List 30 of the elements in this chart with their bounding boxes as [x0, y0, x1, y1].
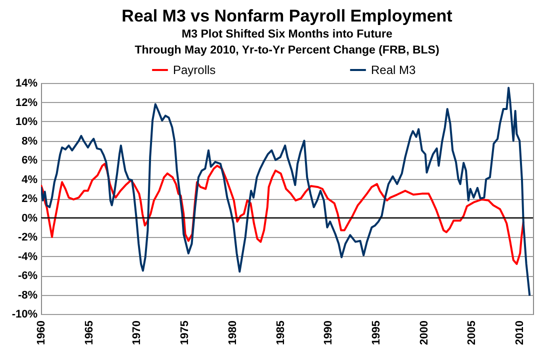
x-tick-label: 1980 — [226, 320, 239, 345]
y-tick-label: 8% — [22, 135, 38, 148]
chart-title: Real M3 vs Nonfarm Payroll Employment — [122, 6, 453, 26]
x-tick-label: 1995 — [370, 320, 383, 345]
legend-label: Real M3 — [371, 63, 416, 77]
x-tick-label: 1975 — [179, 320, 192, 345]
x-tick-label: 2010 — [514, 320, 526, 345]
x-tick-label: 1990 — [322, 320, 335, 345]
line-series — [41, 86, 531, 297]
y-tick-label: -2% — [18, 232, 38, 244]
y-tick-label: 2% — [22, 193, 38, 205]
y-tick-label: 0% — [22, 212, 38, 224]
x-tick-label: 1960 — [36, 320, 48, 345]
x-tick-label: 1965 — [83, 320, 96, 345]
x-tick-label: 2000 — [418, 320, 430, 345]
y-tick-label: -8% — [18, 289, 38, 302]
y-tick-label: -4% — [18, 250, 38, 263]
legend-label: Payrolls — [173, 63, 216, 77]
y-tick-label: 10% — [15, 116, 38, 128]
line-series — [41, 162, 524, 265]
y-tick-label: 12% — [15, 96, 38, 109]
x-tick-label: 1985 — [274, 320, 287, 345]
chart-subtitle: M3 Plot Shifted Six Months into Future Through May 2010, Yr-to-Yr Percent Change (FRB, BLS) — [134, 28, 440, 56]
y-tick-label: 6% — [22, 154, 38, 166]
x-tick-label: 2005 — [466, 320, 478, 345]
x-tick-label: 1970 — [131, 320, 144, 345]
y-tick-label: -6% — [18, 270, 38, 282]
y-tick-label: 4% — [22, 174, 38, 186]
y-tick-label: -10% — [12, 308, 38, 320]
y-tick-label: 14% — [15, 78, 38, 90]
